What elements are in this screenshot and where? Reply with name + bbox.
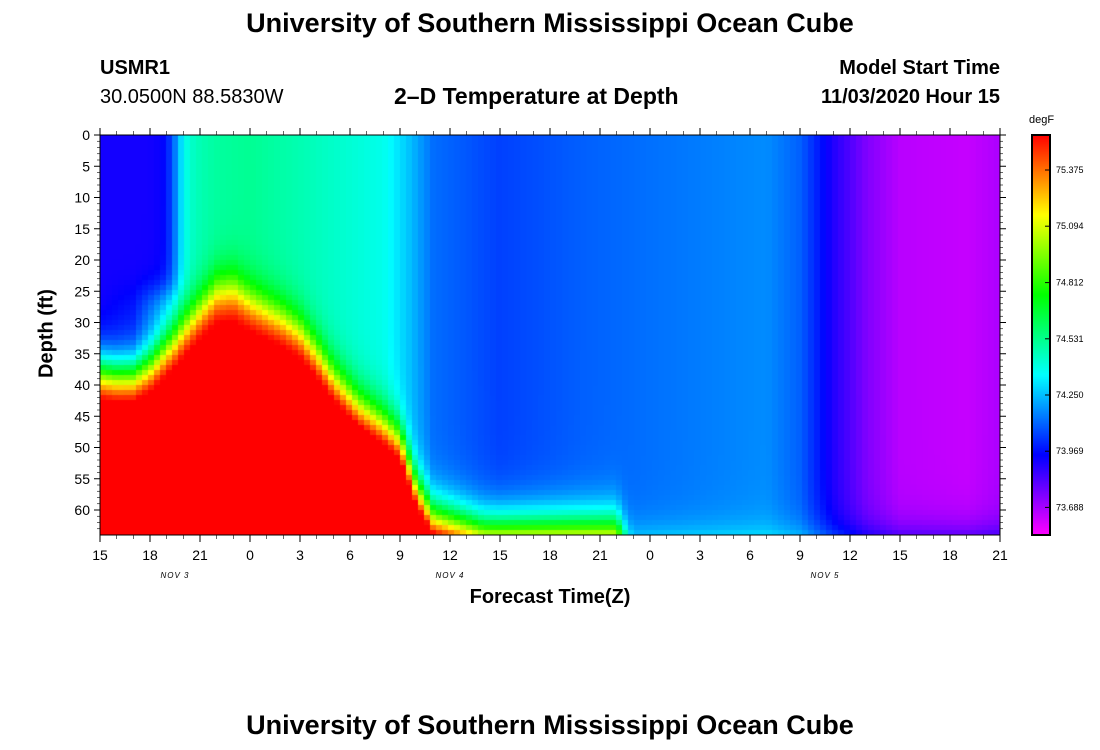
y-tick-label: 5 xyxy=(82,158,90,174)
month-label: NOV 3 xyxy=(160,571,189,580)
x-tick-label: 0 xyxy=(246,547,254,563)
y-tick-label: 20 xyxy=(74,252,90,268)
x-tick-label: 15 xyxy=(892,547,908,563)
colorbar-tick-label: 75.375 xyxy=(1056,165,1084,175)
y-tick-label: 40 xyxy=(74,377,90,393)
x-tick-label: 18 xyxy=(542,547,558,563)
x-tick-label: 9 xyxy=(396,547,404,563)
y-tick-label: 55 xyxy=(74,471,90,487)
x-tick-label: 15 xyxy=(492,547,508,563)
temperature-heatmap xyxy=(100,135,1000,535)
plot-title: 2–D Temperature at Depth xyxy=(394,83,679,109)
colorbar-tick-label: 73.688 xyxy=(1056,502,1084,512)
station-id: USMR1 xyxy=(100,57,171,79)
y-tick-label: 60 xyxy=(74,502,90,518)
x-tick-label: 6 xyxy=(746,547,754,563)
colorbar-tick-label: 75.094 xyxy=(1056,221,1084,231)
y-tick-label: 10 xyxy=(74,190,90,206)
x-tick-label: 15 xyxy=(92,547,108,563)
x-tick-label: 12 xyxy=(442,547,458,563)
x-tick-label: 21 xyxy=(592,547,608,563)
x-tick-label: 3 xyxy=(296,547,304,563)
x-axis-label: Forecast Time(Z) xyxy=(469,586,631,608)
colorbar-tick-label: 74.250 xyxy=(1056,390,1084,400)
x-tick-label: 18 xyxy=(142,547,158,563)
colorbar-frame xyxy=(1031,134,1051,536)
colorbar-tick-label: 74.531 xyxy=(1056,334,1084,344)
x-tick-label: 12 xyxy=(842,547,858,563)
page-title-bottom: University of Southern Mississippi Ocean… xyxy=(246,710,854,740)
month-label: NOV 5 xyxy=(810,571,839,580)
y-tick-label: 35 xyxy=(74,346,90,362)
x-tick-label: 3 xyxy=(696,547,704,563)
y-tick-label: 45 xyxy=(74,408,90,424)
x-tick-label: 18 xyxy=(942,547,958,563)
colorbar-tick-label: 73.969 xyxy=(1056,446,1084,456)
station-coordinates: 30.0500N 88.5830W xyxy=(100,86,284,108)
y-axis-label: Depth (ft) xyxy=(35,289,58,378)
y-tick-label: 25 xyxy=(74,283,90,299)
colorbar-gradient xyxy=(1032,135,1050,535)
y-tick-label: 0 xyxy=(82,127,90,143)
plot-frame xyxy=(99,134,1001,536)
x-tick-label: 9 xyxy=(796,547,804,563)
y-tick-label: 15 xyxy=(74,221,90,237)
model-start-value: 11/03/2020 Hour 15 xyxy=(820,86,1000,108)
x-tick-label: 21 xyxy=(192,547,208,563)
x-tick-label: 21 xyxy=(992,547,1008,563)
y-tick-label: 30 xyxy=(74,315,90,331)
x-tick-label: 0 xyxy=(646,547,654,563)
month-label: NOV 4 xyxy=(435,571,464,580)
x-tick-label: 6 xyxy=(346,547,354,563)
y-tick-label: 50 xyxy=(74,440,90,456)
colorbar-tick-label: 74.812 xyxy=(1056,278,1084,288)
model-start-label: Model Start Time xyxy=(839,57,1000,79)
colorbar-unit: degF xyxy=(1029,114,1055,126)
page-title-top: University of Southern Mississippi Ocean… xyxy=(246,8,854,38)
